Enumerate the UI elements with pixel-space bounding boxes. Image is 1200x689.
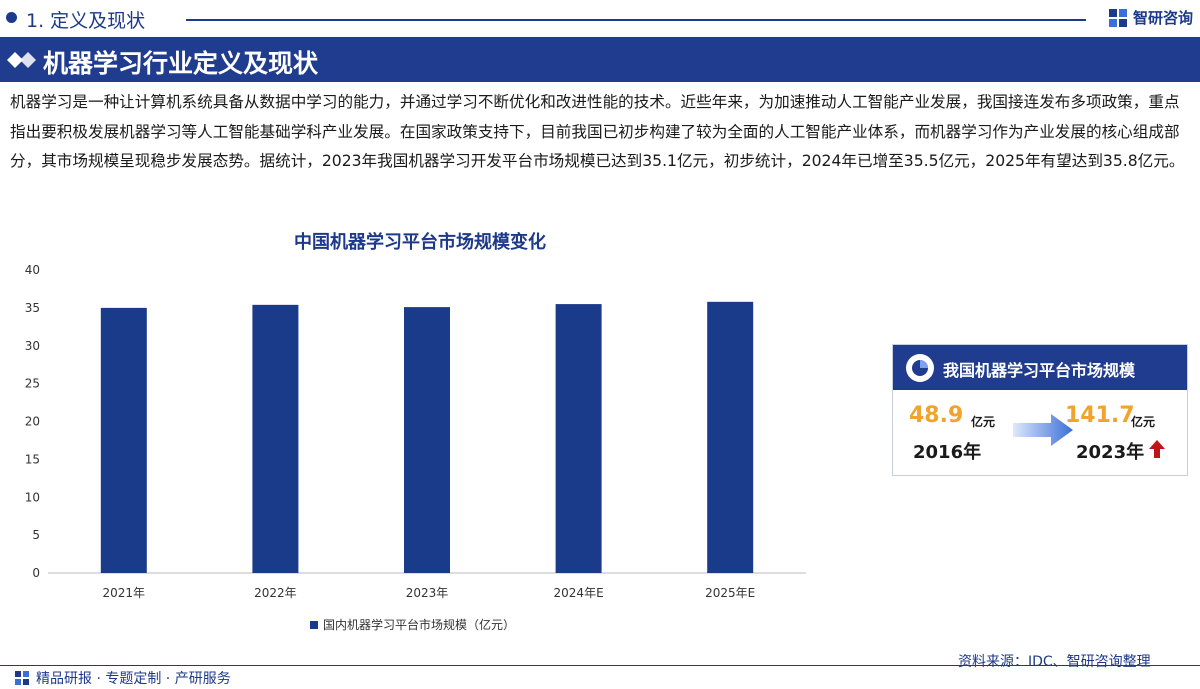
section-bullet-icon: [6, 12, 17, 23]
chart-title: 中国机器学习平台市场规模变化: [294, 232, 546, 253]
kpi-to-year: 2023年: [1076, 442, 1145, 463]
bar: [555, 304, 602, 573]
y-tick-label: 15: [25, 452, 40, 466]
diamond-decor-icon: [7, 52, 36, 68]
kpi-to-unit: 亿元: [1131, 415, 1156, 429]
footer-logo-icon: [15, 671, 29, 685]
footer-tagline: 精品研报 · 专题定制 · 产研服务: [14, 668, 231, 688]
y-tick-label: 5: [32, 528, 40, 542]
kpi-from-year: 2016年: [913, 442, 982, 463]
intro-paragraph: 机器学习是一种让计算机系统具备从数据中学习的能力，并通过学习不断优化和改进性能的…: [10, 93, 1185, 170]
y-tick-label: 25: [25, 377, 40, 391]
kpi-to-value: 141.7: [1065, 403, 1135, 428]
chart-legend: 国内机器学习平台市场规模（亿元）: [310, 616, 515, 633]
legend-swatch: [310, 620, 318, 629]
y-tick-label: 30: [25, 339, 40, 353]
kpi-card-header: 我国机器学习平台市场规模: [893, 345, 1187, 390]
footer-tagline-text: 精品研报 · 专题定制 · 产研服务: [36, 671, 231, 687]
y-tick-label: 20: [25, 415, 40, 429]
top-section-bar: 1. 定义及现状 智研咨询: [0, 0, 1200, 36]
x-tick-label: 2024年E: [554, 586, 604, 600]
y-tick-label: 10: [25, 490, 40, 504]
section-title: 1. 定义及现状: [26, 10, 146, 32]
kpi-card: 我国机器学习平台市场规模 48.9 亿元 2016年 141.7 亿元 2023…: [892, 344, 1188, 476]
x-tick-label: 2021年: [103, 586, 146, 600]
y-tick-label: 40: [25, 263, 40, 277]
up-arrow-icon: [1149, 440, 1165, 458]
arrow-right-icon: [1013, 414, 1073, 446]
brand: 智研咨询: [1108, 7, 1193, 28]
x-tick-label: 2025年E: [705, 586, 755, 600]
source-note: 资料来源：IDC、智研咨询整理: [958, 654, 1151, 670]
pie-chart-icon: [906, 354, 934, 382]
footer-divider: [0, 665, 1200, 666]
x-tick-label: 2022年: [254, 586, 297, 600]
bar: [707, 301, 754, 573]
y-tick-label: 0: [32, 566, 40, 580]
y-tick-label: 35: [25, 301, 40, 315]
kpi-from-value: 48.9: [909, 403, 964, 428]
x-tick-label: 2023年: [406, 586, 449, 600]
bar: [252, 304, 299, 573]
bar: [404, 307, 450, 573]
page-title: 机器学习行业定义及现状: [43, 49, 319, 78]
kpi-from-unit: 亿元: [971, 415, 996, 429]
title-banner: 机器学习行业定义及现状: [0, 37, 1200, 82]
bar-chart: 0 5 10 15 20 25 30 35 40 2021年 2022年 2023年 2024年E 202…: [25, 263, 806, 600]
bar: [100, 307, 147, 573]
brand-name: 智研咨询: [1133, 9, 1194, 27]
kpi-card-title: 我国机器学习平台市场规模: [943, 361, 1136, 380]
brand-logo-icon: [1109, 8, 1127, 27]
legend-label: 国内机器学习平台市场规模（亿元）: [323, 618, 516, 632]
top-divider: [186, 19, 1086, 21]
